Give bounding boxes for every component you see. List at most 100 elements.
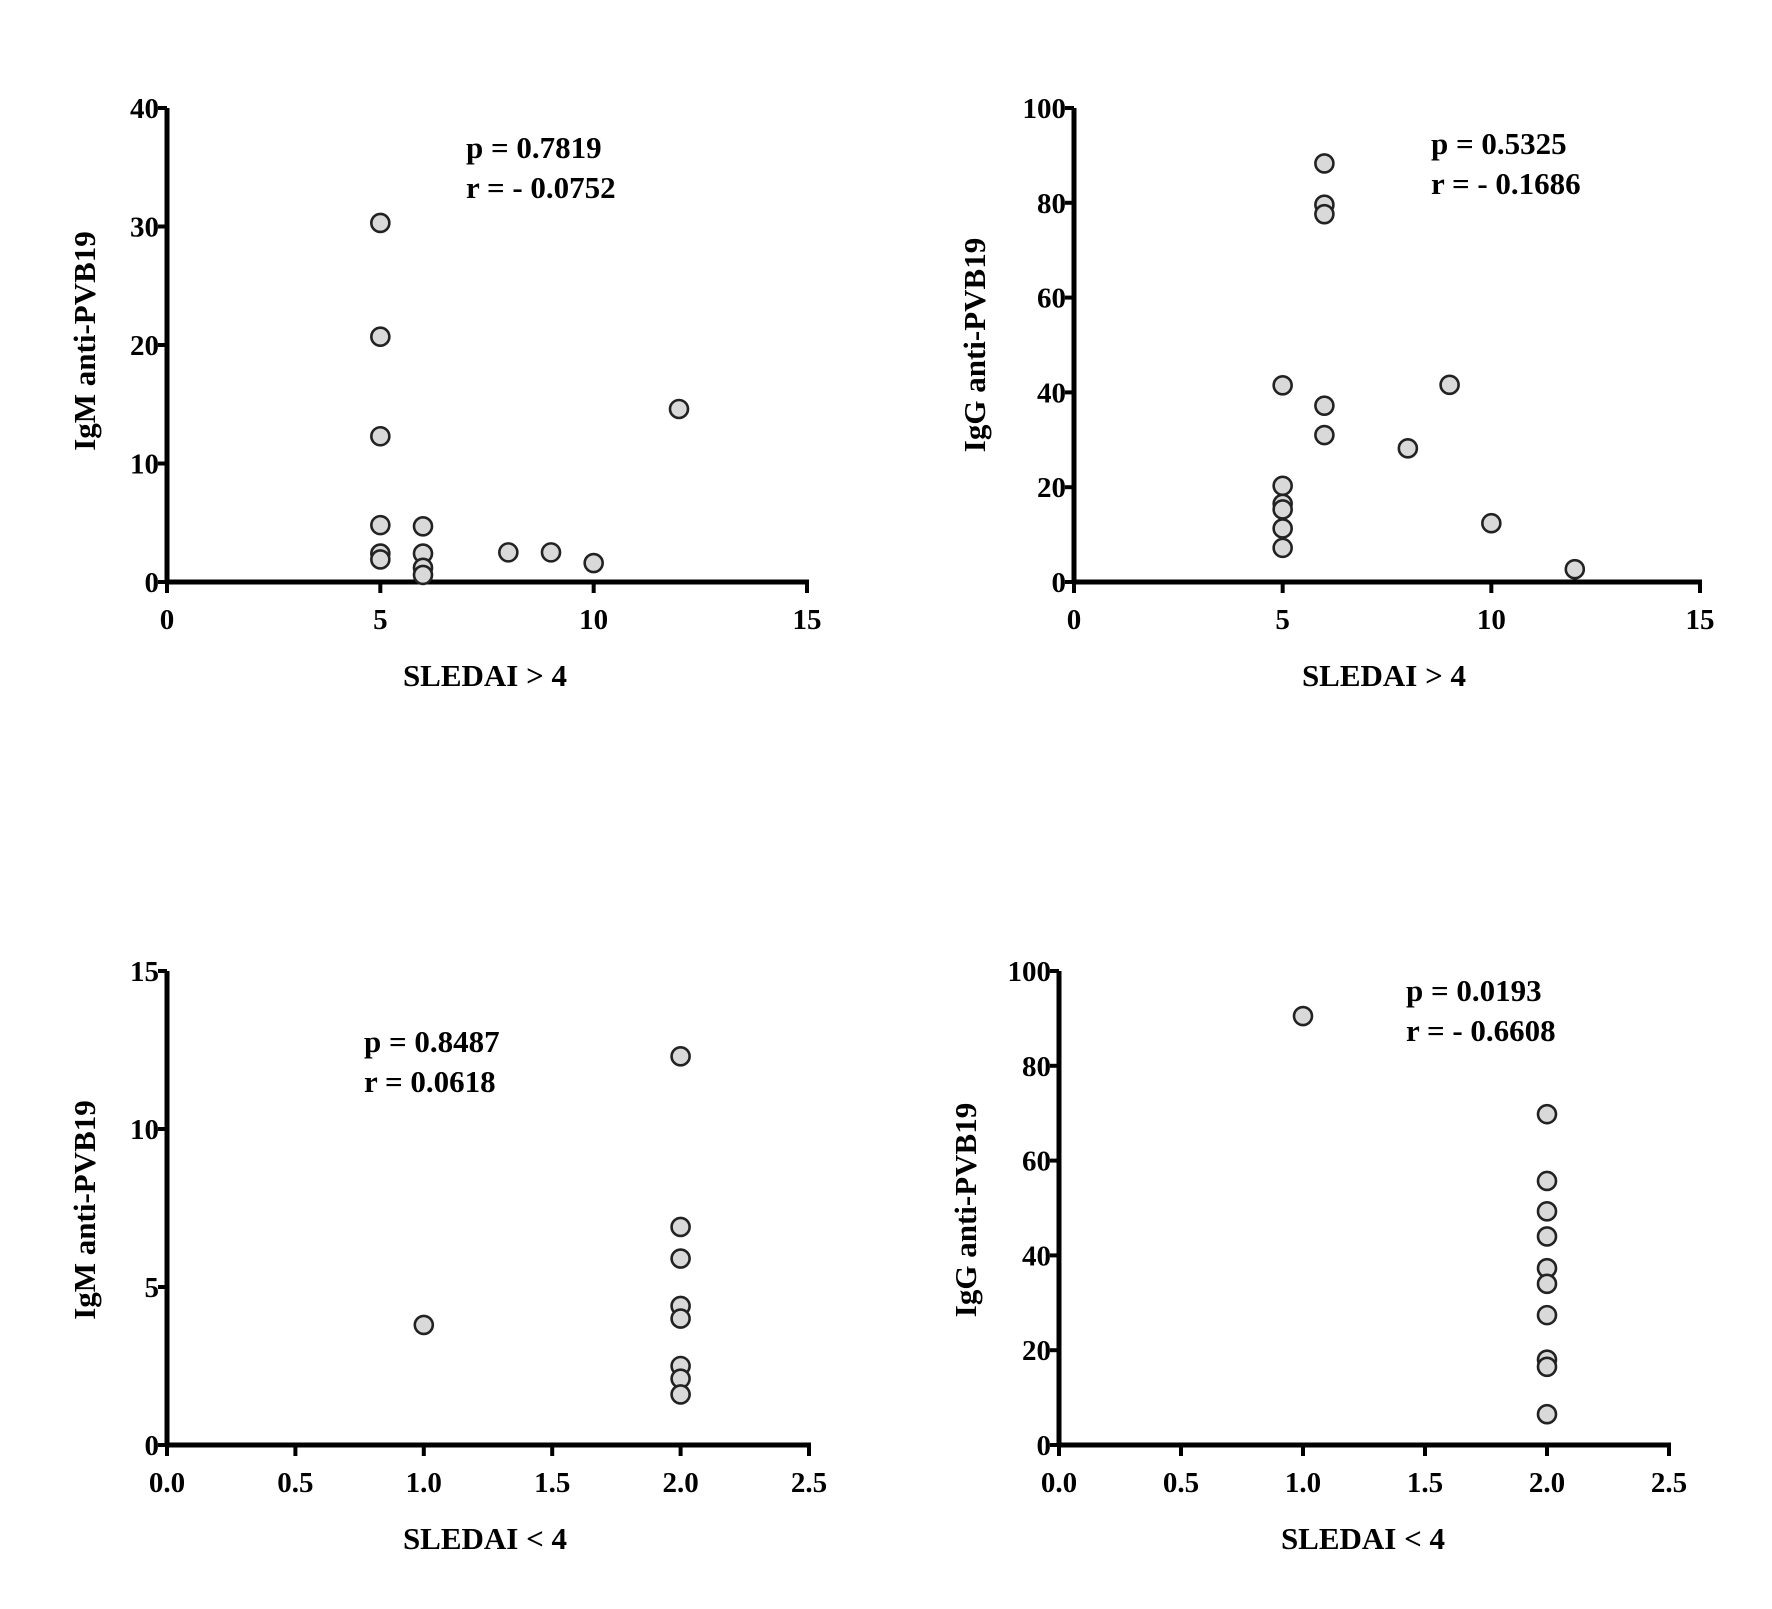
data-point — [1536, 1201, 1558, 1222]
data-point — [1272, 499, 1293, 520]
y-tick-label: 0 — [1037, 1430, 1052, 1462]
x-tick-label: 0.0 — [1041, 1467, 1077, 1499]
y-tick-label: 60 — [1022, 1146, 1051, 1178]
data-point — [370, 212, 391, 234]
data-point — [1314, 395, 1335, 416]
data-point — [370, 425, 391, 447]
p-value-annotation: p = 0.5325 — [1431, 126, 1567, 161]
x-tick-label: 1.0 — [1285, 1467, 1321, 1499]
data-point — [583, 552, 604, 574]
data-point — [1536, 1226, 1558, 1247]
y-tick-label: 40 — [1037, 377, 1066, 409]
y-tick-label: 10 — [130, 449, 159, 481]
data-point — [670, 1248, 691, 1269]
data-point — [370, 549, 391, 570]
x-tick-label: 1.0 — [406, 1467, 442, 1499]
chart-panel-3: 0 5 10 15 0.0 0.5 1.0 1.5 2.0 2.5 SLEDAI < 4 IgM an… — [67, 956, 827, 1556]
r-value-annotation: r = - 0.1686 — [1431, 166, 1581, 201]
data-point — [1536, 1356, 1558, 1378]
data-point — [1481, 512, 1502, 534]
y-tick-label: 20 — [1037, 472, 1066, 504]
x-tick-label: 1.5 — [534, 1467, 570, 1499]
x-tick-label: 2.5 — [791, 1467, 827, 1499]
x-axis-label: SLEDAI < 4 — [403, 1521, 567, 1556]
p-value-annotation: p = 0.8487 — [364, 1024, 500, 1059]
x-tick-label: 0.5 — [1163, 1467, 1199, 1499]
x-tick-label: 5 — [1275, 604, 1290, 636]
data-point — [370, 514, 391, 536]
x-tick-label: 10 — [1477, 604, 1506, 636]
y-tick-label: 0 — [1052, 567, 1067, 599]
y-tick-label: 40 — [1022, 1240, 1051, 1272]
x-tick-label: 0 — [160, 604, 175, 636]
y-tick-label: 40 — [130, 93, 159, 125]
data-point — [668, 398, 690, 420]
x-tick-label: 2.0 — [1529, 1467, 1565, 1499]
x-tick-label: 0 — [1067, 604, 1082, 636]
r-value-annotation: r = - 0.6608 — [1406, 1013, 1556, 1048]
data-point — [1536, 1403, 1558, 1425]
data-point — [1314, 153, 1335, 174]
x-axis-label: SLEDAI > 4 — [1302, 658, 1466, 693]
chart-panel-4: 0 20 40 60 80 100 0.0 0.5 1.0 1.5 2.0 2.5 SLEDAI < 4… — [948, 956, 1687, 1556]
data-point — [1397, 438, 1419, 459]
y-tick-label: 80 — [1037, 188, 1066, 220]
y-tick-label: 0 — [145, 567, 160, 599]
y-tick-label: 100 — [1023, 93, 1067, 125]
x-tick-label: 0.5 — [277, 1467, 313, 1499]
x-tick-label: 1.5 — [1407, 1467, 1443, 1499]
x-tick-label: 15 — [1686, 604, 1715, 636]
data-point — [1536, 1103, 1558, 1125]
y-tick-label: 80 — [1022, 1051, 1051, 1083]
y-tick-label: 30 — [130, 212, 159, 244]
data-point — [1272, 537, 1293, 559]
chart-panel-2: 0 20 40 60 80 100 0 5 10 15 SLEDAI > 4 IgG anti-PVB… — [957, 93, 1715, 693]
y-tick-label: 10 — [130, 1114, 159, 1146]
r-value-annotation: r = 0.0618 — [364, 1064, 496, 1099]
y-tick-label: 100 — [1008, 956, 1052, 988]
data-point — [1536, 1273, 1558, 1295]
data-point — [370, 326, 391, 348]
data-point — [1564, 558, 1586, 580]
chart-panel-1: 0 10 20 30 40 0 5 10 15 SLEDAI > 4 IgM anti-PVB19 p… — [67, 93, 822, 693]
y-tick-label: 15 — [130, 956, 159, 988]
x-tick-label: 10 — [579, 604, 608, 636]
data-point — [1272, 374, 1293, 396]
y-axis-label: IgM anti-PVB19 — [67, 1100, 102, 1320]
p-value-annotation: p = 0.0193 — [1406, 973, 1542, 1008]
y-tick-label: 20 — [130, 330, 159, 362]
r-value-annotation: r = - 0.0752 — [466, 170, 616, 205]
y-tick-label: 60 — [1037, 283, 1066, 315]
x-tick-label: 5 — [373, 604, 388, 636]
data-point — [412, 516, 434, 537]
x-tick-label: 2.5 — [1651, 1467, 1687, 1499]
y-tick-label: 0 — [145, 1430, 160, 1462]
y-axis-label: IgM anti-PVB19 — [67, 231, 102, 451]
data-point — [498, 542, 519, 563]
data-point — [540, 542, 562, 563]
data-point — [1272, 475, 1293, 497]
x-tick-label: 2.0 — [662, 1467, 698, 1499]
x-tick-label: 0.0 — [149, 1467, 185, 1499]
data-point — [1314, 203, 1335, 225]
y-axis-label: IgG anti-PVB19 — [948, 1103, 983, 1317]
data-point — [413, 1314, 435, 1336]
p-value-annotation: p = 0.7819 — [466, 130, 602, 165]
x-tick-label: 15 — [793, 604, 822, 636]
data-point — [1292, 1005, 1314, 1027]
data-point — [670, 1216, 691, 1238]
data-point — [1314, 424, 1335, 446]
data-point — [670, 1046, 691, 1067]
y-axis-label: IgG anti-PVB19 — [957, 238, 992, 452]
data-point — [670, 1308, 691, 1329]
data-point — [412, 564, 434, 586]
x-axis-label: SLEDAI < 4 — [1281, 1521, 1445, 1556]
data-point — [670, 1384, 691, 1405]
data-point — [1439, 374, 1460, 396]
data-point — [1536, 1304, 1558, 1326]
data-point — [1272, 518, 1293, 539]
y-tick-label: 20 — [1022, 1335, 1051, 1367]
x-axis-label: SLEDAI > 4 — [403, 658, 567, 693]
y-tick-label: 5 — [145, 1272, 160, 1304]
